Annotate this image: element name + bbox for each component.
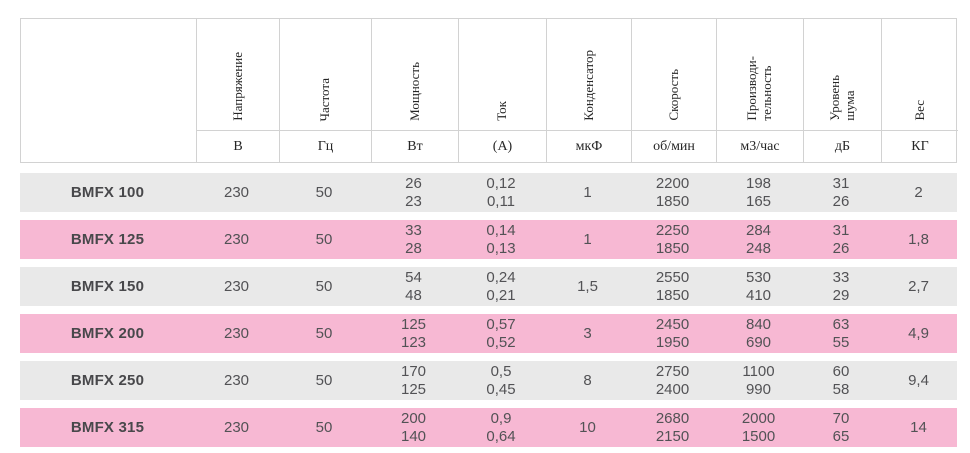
column-label-speed: Скорость	[665, 69, 681, 121]
table-header: Напряжение Частота Мощность Ток Конденса…	[20, 18, 958, 163]
value-capacitor: 1,5	[577, 277, 598, 295]
value-capacity: 530 410	[745, 268, 772, 304]
model-cell: BMFX 150	[70, 277, 145, 295]
value-speed: 2550 1850	[655, 268, 690, 304]
table-row-bmfx-315: BMFX 315 230 50 200 140 0,9 0,64 10 2680…	[20, 408, 957, 447]
value-frequency: 50	[315, 324, 333, 342]
value-current: 0,5 0,45	[486, 362, 516, 398]
value-speed: 2680 2150	[655, 409, 690, 445]
unit-frequency: Гц	[279, 130, 371, 162]
value-noise-level: 31 26	[832, 221, 850, 257]
value-voltage: 230	[223, 418, 250, 436]
header-col-weight: Вес	[881, 19, 958, 130]
value-weight: 2	[914, 183, 923, 201]
value-noise-level: 70 65	[832, 409, 850, 445]
value-power: 200 140	[400, 409, 427, 445]
column-label-weight: Вес	[911, 100, 927, 121]
unit-power: Вт	[371, 130, 458, 162]
value-frequency: 50	[315, 277, 333, 295]
value-weight: 14	[910, 418, 927, 436]
column-label-capacity: Производи- тельность	[744, 56, 774, 121]
value-voltage: 230	[223, 230, 250, 248]
value-power: 170 125	[400, 362, 427, 398]
header-col-frequency: Частота	[279, 19, 371, 130]
column-label-voltage: Напряжение	[229, 52, 245, 121]
value-current: 0,14 0,13	[486, 221, 516, 257]
value-capacity: 2000 1500	[741, 409, 776, 445]
unit-capacitor: мкФ	[546, 130, 631, 162]
value-power: 125 123	[400, 315, 427, 351]
header-col-noise-level: Уровень шума	[803, 19, 881, 130]
value-current: 0,57 0,52	[486, 315, 516, 351]
unit-voltage: В	[196, 130, 279, 162]
table-row-bmfx-125: BMFX 125 230 50 33 28 0,14 0,13 1 2250 1…	[20, 220, 957, 259]
value-speed: 2450 1950	[655, 315, 690, 351]
value-capacitor: 10	[579, 418, 596, 436]
column-label-frequency: Частота	[317, 77, 333, 121]
value-capacity: 198 165	[745, 174, 772, 210]
value-voltage: 230	[223, 277, 250, 295]
value-capacity: 1100 990	[742, 362, 775, 398]
table-row-bmfx-200: BMFX 200 230 50 125 123 0,57 0,52 3 2450…	[20, 314, 957, 353]
model-cell: BMFX 125	[70, 230, 145, 248]
header-col-capacity: Производи- тельность	[716, 19, 803, 130]
table-row-bmfx-250: BMFX 250 230 50 170 125 0,5 0,45 8 2750 …	[20, 361, 957, 400]
unit-weight: КГ	[881, 130, 958, 162]
value-weight: 1,8	[908, 230, 929, 248]
value-capacity: 284 248	[745, 221, 772, 257]
value-current: 0,24 0,21	[486, 268, 516, 304]
value-current: 0,9 0,64	[486, 409, 516, 445]
value-power: 26 23	[405, 174, 422, 210]
table-row-bmfx-150: BMFX 150 230 50 54 48 0,24 0,21 1,5 2550…	[20, 267, 957, 306]
header-col-current: Ток	[458, 19, 546, 130]
value-weight: 2,7	[908, 277, 929, 295]
value-capacity: 840 690	[745, 315, 772, 351]
column-label-power: Мощность	[406, 62, 422, 121]
value-frequency: 50	[315, 418, 333, 436]
header-col-speed: Скорость	[631, 19, 716, 130]
value-speed: 2250 1850	[655, 221, 690, 257]
value-frequency: 50	[315, 230, 333, 248]
unit-capacity: м3/час	[716, 130, 803, 162]
column-label-capacitor: Конденсатор	[580, 50, 596, 121]
header-col-voltage: Напряжение	[196, 19, 279, 130]
model-cell: BMFX 200	[70, 324, 145, 342]
model-cell: BMFX 250	[70, 371, 145, 389]
value-capacitor: 8	[583, 371, 592, 389]
table-body: BMFX 100 230 50 26 23 0,12 0,11 1 2200 1…	[20, 173, 970, 447]
unit-current: (А)	[458, 130, 546, 162]
value-power: 54 48	[405, 268, 422, 304]
header-col-capacitor: Конденсатор	[546, 19, 631, 130]
value-capacitor: 1	[583, 230, 592, 248]
column-label-noise-level: Уровень шума	[826, 75, 857, 121]
value-frequency: 50	[315, 183, 333, 201]
value-speed: 2200 1850	[655, 174, 690, 210]
value-noise-level: 63 55	[832, 315, 850, 351]
model-cell: BMFX 315	[70, 418, 145, 436]
value-power: 33 28	[405, 221, 422, 257]
value-noise-level: 31 26	[832, 174, 850, 210]
value-current: 0,12 0,11	[486, 174, 516, 210]
header-col-power: Мощность	[371, 19, 458, 130]
value-voltage: 230	[223, 183, 250, 201]
value-speed: 2750 2400	[655, 362, 690, 398]
unit-noise-level: дБ	[803, 130, 881, 162]
value-noise-level: 33 29	[832, 268, 850, 304]
value-capacitor: 3	[583, 324, 592, 342]
table-row-bmfx-100: BMFX 100 230 50 26 23 0,12 0,11 1 2200 1…	[20, 173, 957, 212]
value-weight: 4,9	[908, 324, 929, 342]
header-corner-cell	[21, 19, 196, 162]
column-label-current: Ток	[494, 101, 510, 121]
model-cell: BMFX 100	[70, 183, 145, 201]
value-voltage: 230	[223, 324, 250, 342]
value-weight: 9,4	[908, 371, 929, 389]
value-capacitor: 1	[583, 183, 592, 201]
value-frequency: 50	[315, 371, 333, 389]
value-noise-level: 60 58	[832, 362, 850, 398]
value-voltage: 230	[223, 371, 250, 389]
unit-speed: об/мин	[631, 130, 716, 162]
